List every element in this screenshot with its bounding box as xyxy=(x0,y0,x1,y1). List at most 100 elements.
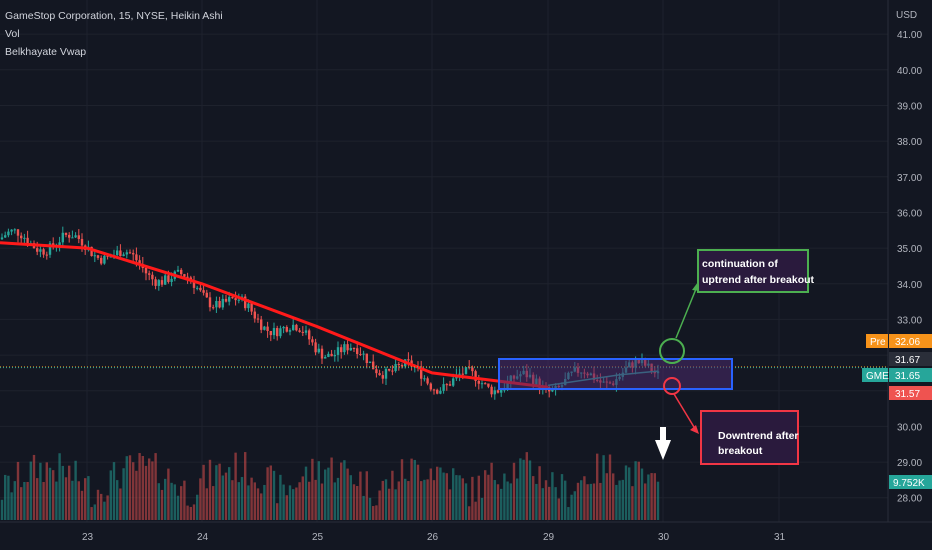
volume-bar xyxy=(154,453,157,520)
volume-bar xyxy=(452,468,455,520)
candle-body xyxy=(205,292,208,298)
volume-bar xyxy=(509,483,512,520)
uptrend-annotation[interactable]: continuation of uptrend after breakout xyxy=(697,249,815,293)
volume-bar xyxy=(90,507,93,520)
volume-bar xyxy=(596,453,599,520)
volume-bar xyxy=(320,483,324,520)
volume-bar xyxy=(442,472,445,520)
candle-body xyxy=(247,303,250,309)
volume-bar xyxy=(234,452,237,520)
candle-body xyxy=(362,353,365,355)
volume-bar xyxy=(365,471,368,520)
candle-body xyxy=(167,275,170,282)
volume-bar xyxy=(122,468,125,520)
candle-body xyxy=(100,257,103,264)
date-tick-label: 25 xyxy=(312,532,324,543)
volume-bar xyxy=(106,495,109,520)
volume-bar xyxy=(288,485,292,520)
indicator-volume[interactable]: Vol xyxy=(5,28,20,40)
volume-bar xyxy=(413,459,416,520)
candle-body xyxy=(119,250,122,257)
volume-bar xyxy=(516,478,519,520)
volume-bar xyxy=(327,467,330,520)
volume-bar xyxy=(26,481,29,520)
volume-bar xyxy=(567,507,570,520)
volume-bar xyxy=(224,472,228,520)
price-axis[interactable]: 41.00 40.00 39.00 38.00 37.00 36.00 35.00 34.00… xyxy=(897,30,922,505)
pre-label: Pre xyxy=(870,337,886,348)
volume-bar xyxy=(167,468,170,520)
volume-bar xyxy=(295,487,298,520)
candle-body xyxy=(96,255,100,258)
candle-body xyxy=(349,347,352,351)
date-tick-label: 24 xyxy=(197,532,209,543)
volume-bar xyxy=(378,490,381,520)
candle-body xyxy=(144,267,148,274)
price-tick-label: 37.00 xyxy=(897,173,922,184)
candle-body xyxy=(426,378,429,384)
volume-bar xyxy=(7,475,10,520)
volume-bar xyxy=(132,462,135,520)
volume-bar xyxy=(292,489,295,520)
candle-body xyxy=(282,326,285,329)
candle-body xyxy=(461,373,464,375)
volume-bar xyxy=(458,475,461,520)
volume-bar xyxy=(55,481,58,520)
volume-bar xyxy=(301,476,304,520)
volume-bar xyxy=(391,470,394,520)
candle-body xyxy=(336,347,340,355)
volume-bar xyxy=(199,478,202,520)
volume-bar xyxy=(74,460,77,520)
candle-body xyxy=(58,242,61,246)
volume-bar xyxy=(151,461,154,520)
candle-body xyxy=(215,300,218,308)
candle-body xyxy=(272,328,276,336)
downtrend-annotation[interactable]: Downtrend after breakout xyxy=(700,410,799,465)
volume-bar xyxy=(631,486,634,520)
volume-bar xyxy=(208,459,212,520)
volume-bar xyxy=(237,482,240,520)
candle-body xyxy=(228,297,231,302)
low-price-tag: 31.57 xyxy=(889,386,932,400)
price-tick-label: 40.00 xyxy=(897,66,922,77)
volume-bar xyxy=(32,454,36,520)
candle-body xyxy=(132,253,135,255)
candle-body xyxy=(7,231,10,236)
volume-tag: 9.752K xyxy=(889,475,932,489)
volume-bar xyxy=(221,475,224,520)
candle-body xyxy=(279,328,282,337)
candle-body xyxy=(26,237,29,244)
volume-bar xyxy=(212,486,215,520)
volume-bar xyxy=(471,476,474,520)
candle-body xyxy=(314,342,317,353)
candle-body xyxy=(500,390,503,393)
last-price-tag: GME 31.65 xyxy=(862,368,932,382)
price-tick-label: 29.00 xyxy=(897,458,922,469)
volume-bar xyxy=(535,483,538,520)
candle-body xyxy=(407,359,410,361)
candle-body xyxy=(477,380,480,384)
time-axis[interactable]: 23 24 25 26 29 30 31 xyxy=(82,532,786,543)
volume-bar xyxy=(394,489,397,520)
candle-body xyxy=(122,254,125,257)
candle-body xyxy=(202,290,205,293)
volume-bar xyxy=(138,453,141,520)
candle-body xyxy=(138,260,141,265)
candle-body xyxy=(269,330,272,336)
volume-bar xyxy=(375,505,378,520)
candle-body xyxy=(263,326,266,330)
candle-body xyxy=(432,389,436,391)
candle-body xyxy=(128,252,132,254)
candle-body xyxy=(234,298,237,301)
candle-body xyxy=(372,361,375,370)
downtrend-arrowhead xyxy=(690,425,699,434)
candle-body xyxy=(308,330,311,340)
indicator-vwap[interactable]: Belkhayate Vwap xyxy=(5,46,87,58)
last-price-value: 31.65 xyxy=(895,371,920,382)
candle-body xyxy=(253,311,256,319)
candle-body xyxy=(106,255,109,257)
volume-bar xyxy=(87,476,90,520)
candle-body xyxy=(320,348,324,359)
volume-bar xyxy=(381,480,384,520)
